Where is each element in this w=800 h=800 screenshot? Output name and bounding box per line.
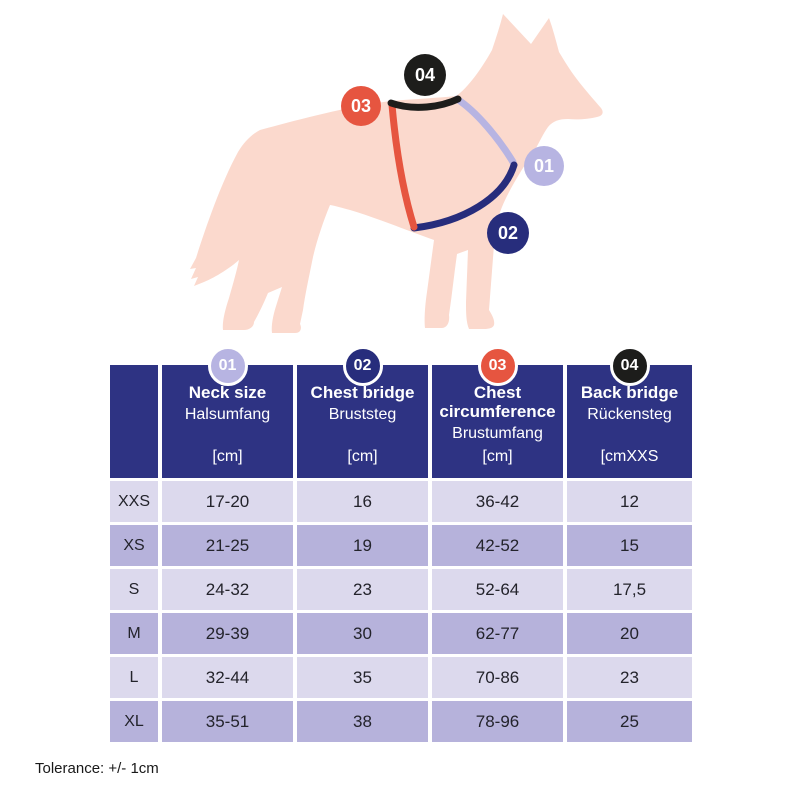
diagram-badge-04: 04: [404, 54, 446, 96]
cell-s-chest-bridge: 23: [297, 569, 428, 610]
column-title: Back bridge: [580, 383, 679, 402]
cell-l-back-bridge: 23: [567, 657, 692, 698]
cell-xxs-chest-bridge: 16: [297, 481, 428, 522]
size-table: 01 Neck size Halsumfang [cm] 02 Chest br…: [110, 346, 692, 742]
column-header-neck-size: 01 Neck size Halsumfang [cm]: [162, 346, 293, 478]
cell-xxs-neck-size: 17-20: [162, 481, 293, 522]
column-header-chest-circumference: 03 Chest circumference Brustumfang [cm]: [432, 346, 563, 478]
cell-l-neck-size: 32-44: [162, 657, 293, 698]
cell-l-chest-circumference: 70-86: [432, 657, 563, 698]
column-subtitle: Brustumfang: [452, 425, 543, 443]
column-title: Chest circumference: [439, 383, 556, 422]
cell-l-chest-bridge: 35: [297, 657, 428, 698]
svg-text:03: 03: [351, 96, 371, 116]
size-label-xs: XS: [110, 525, 158, 566]
column-unit: [cm]: [482, 448, 513, 465]
dog-harness-diagram: 03 04 01 02: [190, 14, 603, 333]
size-label-xl: XL: [110, 701, 158, 742]
svg-text:01: 01: [534, 156, 554, 176]
table-badge-04: 04: [609, 346, 650, 386]
cell-m-back-bridge: 20: [567, 613, 692, 654]
diagram-badge-01: 01: [524, 146, 564, 186]
table-badge-04-label: 04: [620, 357, 639, 374]
table-badge-03: 03: [477, 346, 518, 386]
cell-m-chest-bridge: 30: [297, 613, 428, 654]
column-unit: [cmXXS: [600, 448, 659, 465]
cell-s-back-bridge: 17,5: [567, 569, 692, 610]
cell-xl-neck-size: 35-51: [162, 701, 293, 742]
cell-s-neck-size: 24-32: [162, 569, 293, 610]
column-header-chest-bridge: 02 Chest bridge Bruststeg [cm]: [297, 346, 428, 478]
size-label-l: L: [110, 657, 158, 698]
column-unit: [cm]: [212, 448, 243, 465]
table-badge-02-label: 02: [353, 357, 372, 374]
table-corner-cell: [110, 365, 158, 478]
cell-xs-chest-circumference: 42-52: [432, 525, 563, 566]
column-subtitle: Rückensteg: [587, 406, 672, 424]
column-subtitle: Halsumfang: [184, 406, 271, 424]
cell-xs-back-bridge: 15: [567, 525, 692, 566]
cell-m-neck-size: 29-39: [162, 613, 293, 654]
svg-text:02: 02: [498, 223, 518, 243]
cell-xxs-back-bridge: 12: [567, 481, 692, 522]
cell-xxs-chest-circumference: 36-42: [432, 481, 563, 522]
diagram-badge-02: 02: [487, 212, 529, 254]
cell-xl-chest-bridge: 38: [297, 701, 428, 742]
neck-size-strap: [453, 95, 517, 166]
cell-xl-chest-circumference: 78-96: [432, 701, 563, 742]
table-badge-02: 02: [342, 346, 383, 386]
column-subtitle: Bruststeg: [328, 406, 397, 424]
size-label-xxs: XXS: [110, 481, 158, 522]
cell-xl-back-bridge: 25: [567, 701, 692, 742]
cell-m-chest-circumference: 62-77: [432, 613, 563, 654]
size-label-m: M: [110, 613, 158, 654]
cell-xs-chest-bridge: 19: [297, 525, 428, 566]
size-label-s: S: [110, 569, 158, 610]
tolerance-note: Tolerance: +/- 1cm: [35, 760, 159, 777]
column-title: Neck size: [188, 383, 267, 402]
column-unit: [cm]: [347, 448, 378, 465]
column-title: Chest bridge: [310, 383, 415, 402]
column-header-back-bridge: 04 Back bridge Rückensteg [cmXXS: [567, 346, 692, 478]
cell-s-chest-circumference: 52-64: [432, 569, 563, 610]
diagram-badge-03: 03: [341, 86, 381, 126]
cell-xs-neck-size: 21-25: [162, 525, 293, 566]
svg-text:04: 04: [415, 65, 435, 85]
table-badge-01: 01: [207, 346, 248, 386]
table-badge-03-label: 03: [488, 357, 507, 374]
chest-bridge-strap: [410, 161, 518, 232]
chest-circumference-strap: [388, 101, 418, 231]
table-badge-01-label: 01: [218, 357, 237, 374]
dog-silhouette: [190, 14, 603, 333]
back-bridge-strap: [387, 95, 462, 111]
